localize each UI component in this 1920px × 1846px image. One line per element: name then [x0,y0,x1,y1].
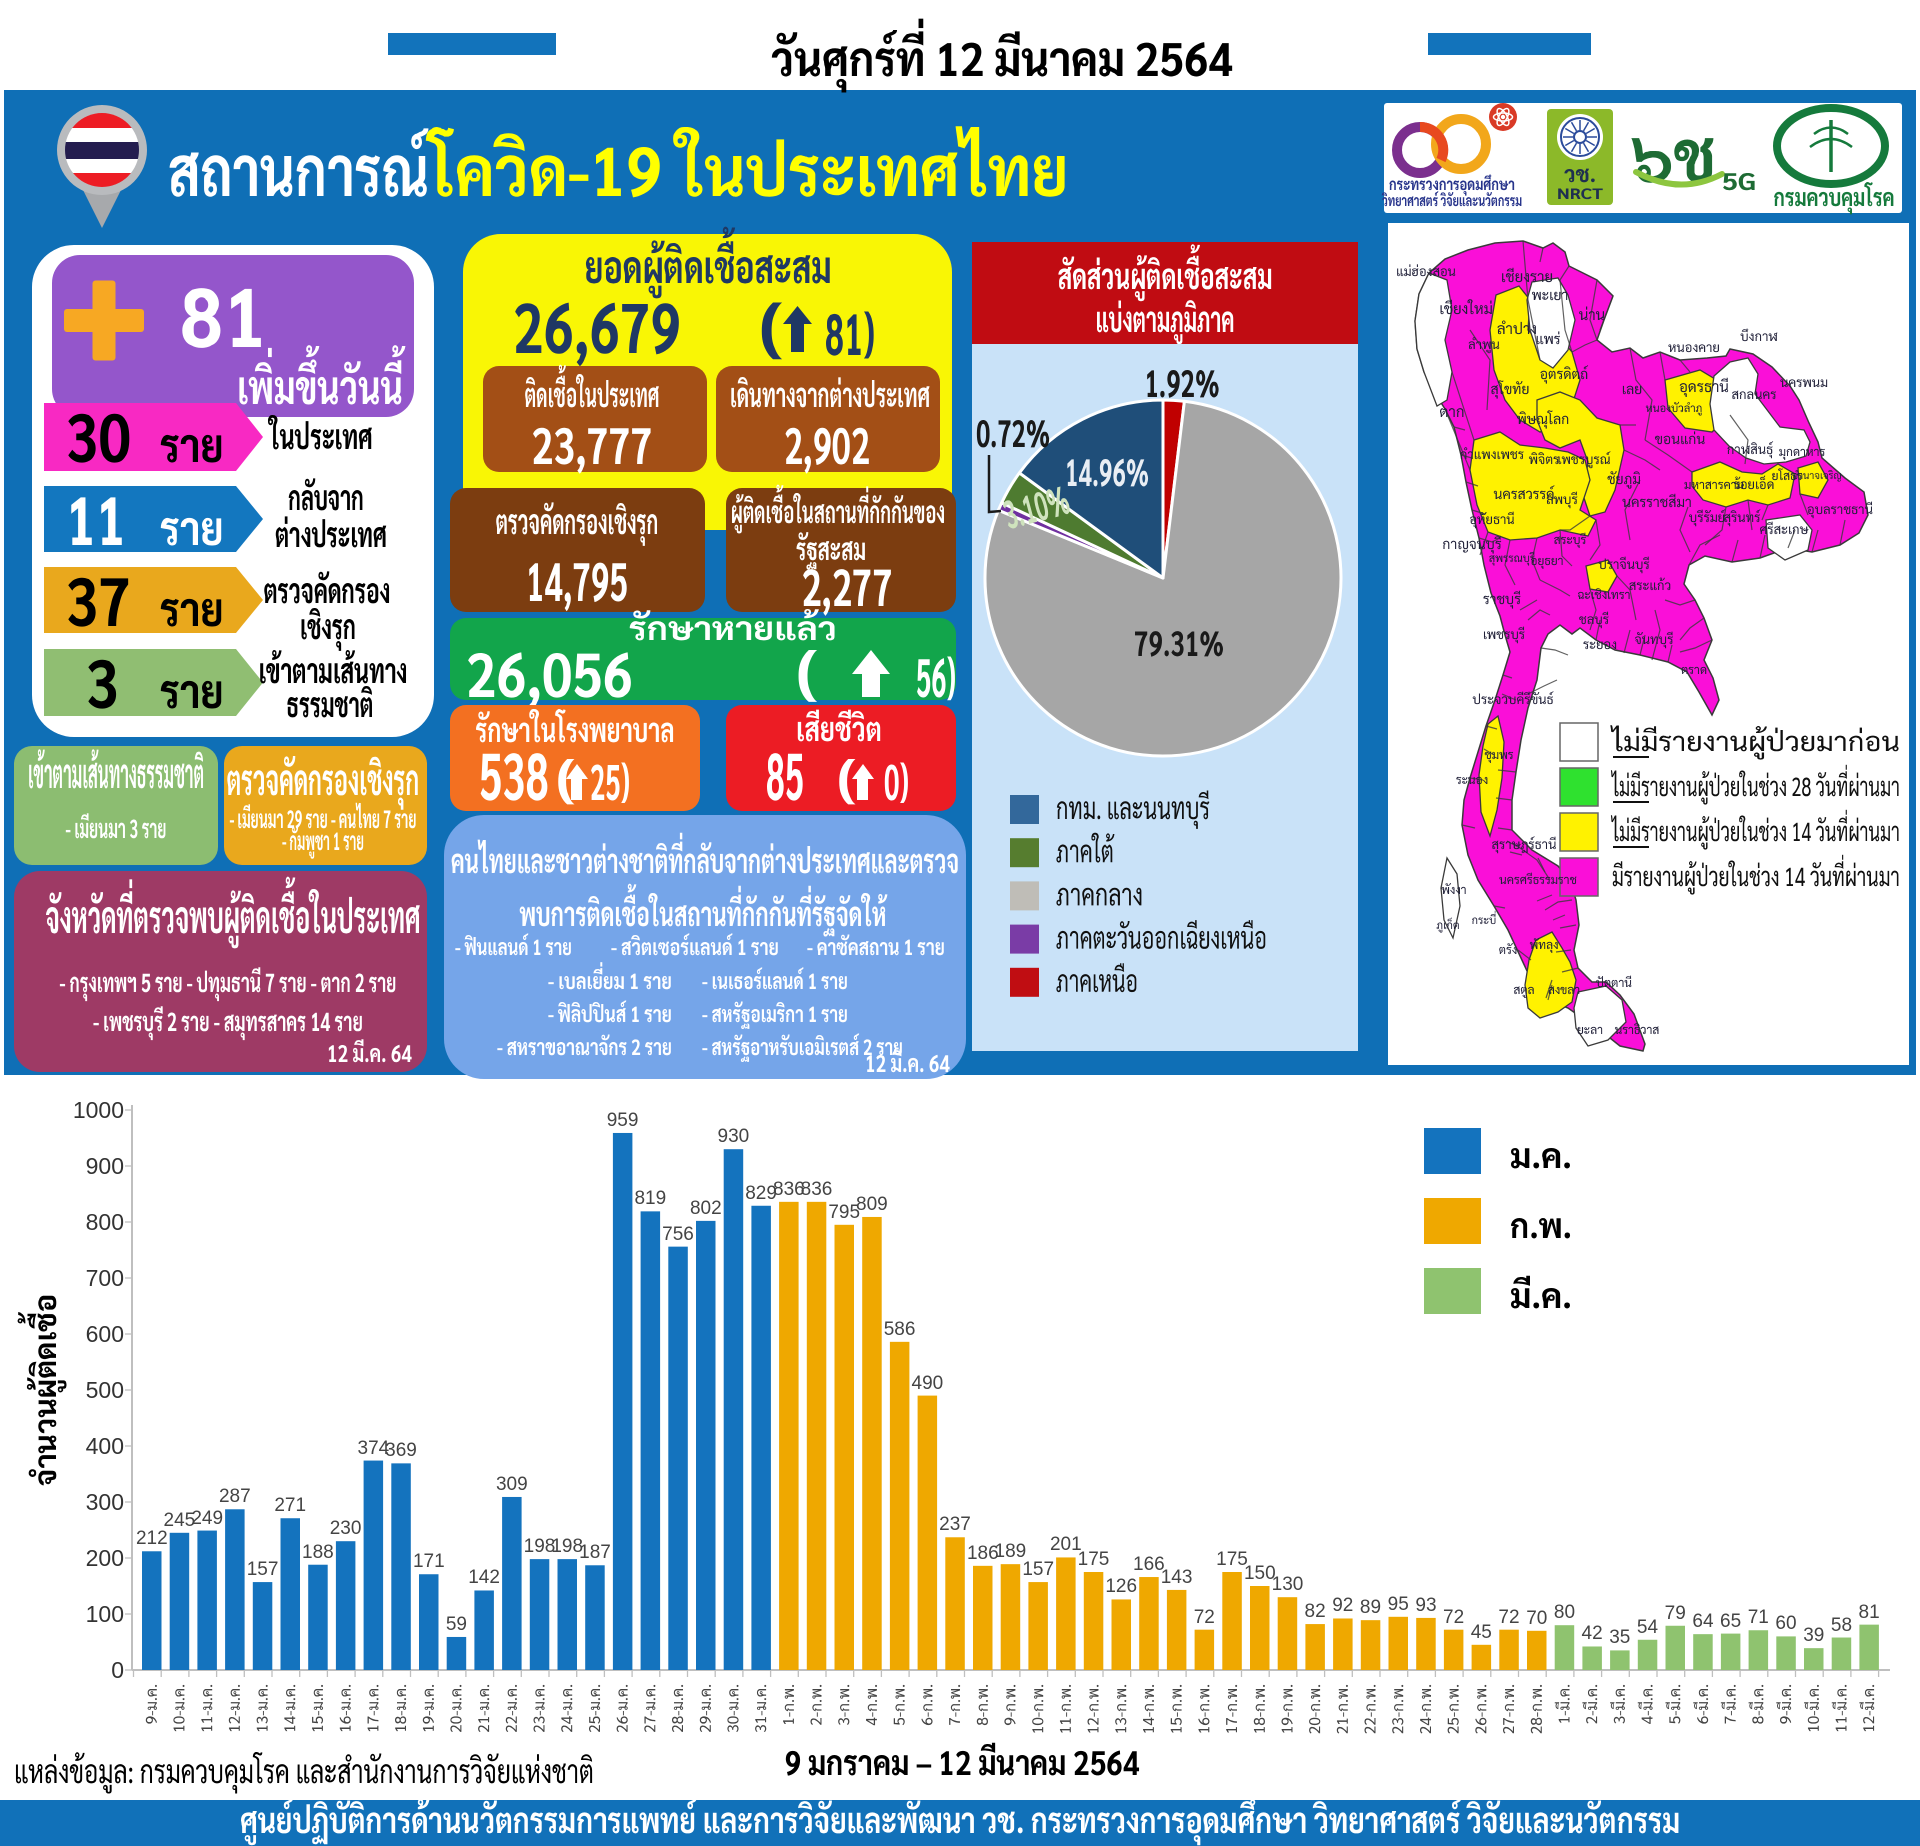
svg-text:175: 175 [1216,1549,1248,1570]
svg-text:70: 70 [1526,1608,1547,1629]
svg-text:800: 800 [86,1209,124,1235]
svg-text:186: 186 [967,1543,999,1564]
svg-text:930: 930 [718,1126,750,1147]
svg-text:58: 58 [1831,1615,1852,1636]
svg-text:60: 60 [1775,1613,1796,1634]
svg-text:374: 374 [358,1438,390,1459]
svg-text:189: 189 [995,1541,1027,1562]
svg-text:836: 836 [773,1179,805,1200]
svg-text:200: 200 [86,1545,124,1571]
svg-text:157: 157 [1022,1559,1054,1580]
svg-text:80: 80 [1554,1602,1575,1623]
svg-text:175: 175 [1078,1549,1110,1570]
svg-text:198: 198 [551,1536,583,1557]
svg-text:39: 39 [1803,1625,1824,1646]
svg-text:400: 400 [86,1433,124,1459]
svg-text:802: 802 [690,1198,722,1219]
svg-text:369: 369 [385,1440,417,1461]
svg-text:150: 150 [1244,1563,1276,1584]
svg-text:1000: 1000 [73,1097,124,1123]
svg-text:309: 309 [496,1474,528,1495]
svg-text:201: 201 [1050,1534,1082,1555]
svg-text:92: 92 [1332,1595,1353,1616]
svg-text:81: 81 [1859,1602,1880,1623]
svg-text:836: 836 [801,1179,833,1200]
svg-text:237: 237 [939,1514,971,1535]
svg-text:230: 230 [330,1518,362,1539]
svg-text:819: 819 [634,1188,666,1209]
svg-text:187: 187 [579,1542,611,1563]
svg-text:900: 900 [86,1153,124,1179]
svg-text:171: 171 [413,1551,445,1572]
svg-text:157: 157 [247,1559,279,1580]
svg-text:245: 245 [164,1510,196,1531]
svg-text:188: 188 [302,1542,334,1563]
svg-text:829: 829 [745,1183,777,1204]
svg-text:198: 198 [524,1536,556,1557]
svg-text:287: 287 [219,1486,251,1507]
svg-text:65: 65 [1720,1611,1741,1632]
svg-text:756: 756 [662,1224,694,1245]
svg-text:89: 89 [1360,1597,1381,1618]
svg-text:54: 54 [1637,1617,1659,1638]
svg-text:64: 64 [1692,1611,1714,1632]
svg-text:71: 71 [1748,1607,1769,1628]
svg-text:45: 45 [1471,1622,1492,1643]
svg-text:93: 93 [1415,1595,1436,1616]
svg-text:271: 271 [274,1495,306,1516]
svg-text:300: 300 [86,1489,124,1515]
svg-text:59: 59 [446,1614,467,1635]
svg-text:95: 95 [1388,1594,1409,1615]
svg-text:959: 959 [607,1110,639,1131]
svg-text:42: 42 [1582,1623,1603,1644]
svg-text:142: 142 [468,1567,500,1588]
svg-text:586: 586 [884,1319,916,1340]
svg-text:500: 500 [86,1377,124,1403]
svg-text:72: 72 [1498,1607,1519,1628]
svg-text:82: 82 [1305,1601,1326,1622]
svg-text:72: 72 [1443,1607,1464,1628]
svg-text:79: 79 [1665,1603,1686,1624]
svg-text:35: 35 [1609,1627,1630,1648]
svg-text:130: 130 [1272,1574,1304,1595]
svg-text:0: 0 [111,1657,124,1683]
svg-text:72: 72 [1194,1607,1215,1628]
svg-text:249: 249 [191,1508,223,1529]
svg-text:143: 143 [1161,1567,1193,1588]
svg-text:212: 212 [136,1528,168,1549]
svg-text:100: 100 [86,1601,124,1627]
svg-text:166: 166 [1133,1554,1165,1575]
svg-text:795: 795 [828,1202,860,1223]
svg-text:126: 126 [1105,1576,1137,1597]
svg-text:600: 600 [86,1321,124,1347]
svg-text:490: 490 [912,1373,944,1394]
svg-text:700: 700 [86,1265,124,1291]
svg-text:809: 809 [856,1194,888,1215]
